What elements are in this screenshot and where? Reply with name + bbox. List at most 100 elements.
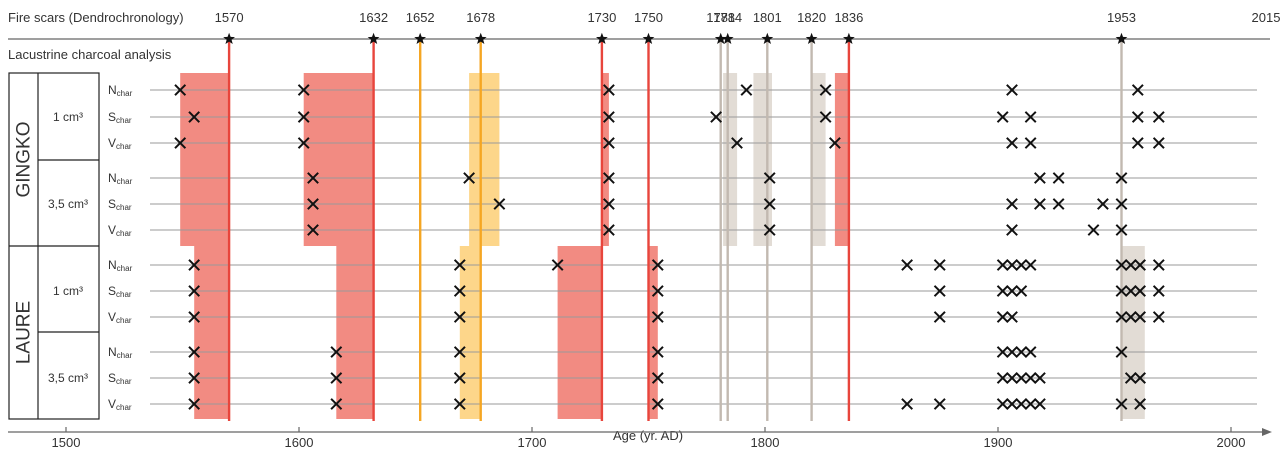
x-tick-label-1500: 1500 xyxy=(52,435,81,450)
shaded-periods xyxy=(180,73,1145,419)
row-label-gingko-1-2: Vchar xyxy=(108,223,132,238)
charcoal-peak-gingko-0-0-1960 xyxy=(1131,84,1144,96)
charcoal-peak-laure-0-1-1906 xyxy=(1006,285,1018,297)
row-label-subscript: char xyxy=(117,351,133,360)
row-label-gingko-1-0: Nchar xyxy=(108,171,133,186)
lake-name-gingko: GINGKO xyxy=(14,121,35,197)
charcoal-peak-laure-1-1-1918 xyxy=(1033,372,1046,384)
charcoal-peak-gingko-0-1-1602 xyxy=(297,111,310,123)
row-label-laure-0-1: Schar xyxy=(108,284,132,299)
charcoal-peak-laure-1-2-1961 xyxy=(1134,398,1147,410)
charcoal-peaks xyxy=(174,84,1165,410)
charcoal-peak-laure-1-0-1669 xyxy=(453,346,466,358)
charcoal-peak-laure-1-1-1906 xyxy=(1006,372,1018,384)
charcoal-peak-laure-0-1-1961 xyxy=(1134,285,1147,297)
x-tick-label-1600: 1600 xyxy=(285,435,314,450)
charcoal-peak-gingko-0-1-1779 xyxy=(710,111,723,123)
row-label-variable: S xyxy=(108,371,116,385)
charcoal-peak-gingko-0-0-1826 xyxy=(819,84,832,96)
charcoal-peak-laure-1-1-1902 xyxy=(996,372,1009,384)
row-label-subscript: char xyxy=(116,377,132,386)
fire-scar-star-1781 xyxy=(714,32,727,45)
row-label-variable: V xyxy=(108,136,116,150)
fire-scar-star-1750 xyxy=(642,32,655,45)
charcoal-peak-gingko-1-1-1686 xyxy=(493,198,506,210)
shaded-period-gingko-6 xyxy=(811,73,826,246)
row-label-variable: S xyxy=(108,197,116,211)
fire-scar-star-1570 xyxy=(223,32,235,45)
charcoal-peak-laure-0-1-1875 xyxy=(933,285,946,297)
fire-scar-year-1750: 1750 xyxy=(634,10,663,25)
charcoal-peak-laure-0-1-1969 xyxy=(1152,285,1165,297)
row-label-variable: N xyxy=(108,171,117,185)
charcoal-peak-gingko-1-2-1941 xyxy=(1087,224,1100,236)
charcoal-peak-laure-0-2-1555 xyxy=(188,311,201,323)
charcoal-peak-gingko-1-1-1906 xyxy=(1006,198,1018,210)
row-label-variable: N xyxy=(108,258,117,272)
shaded-period-laure-11 xyxy=(557,246,602,419)
shaded-period-gingko-5 xyxy=(753,73,772,246)
row-label-laure-1-1: Schar xyxy=(108,371,132,386)
charcoal-peak-laure-1-2-1914 xyxy=(1024,398,1037,410)
charcoal-peak-laure-1-0-1616 xyxy=(330,346,343,358)
fire-scar-star-1784 xyxy=(721,32,734,45)
row-label-variable: S xyxy=(108,284,116,298)
charcoal-peak-laure-1-1-1754 xyxy=(651,372,664,384)
charcoal-peak-laure-0-0-1969 xyxy=(1152,259,1165,271)
charcoal-peak-laure-1-0-1754 xyxy=(651,346,664,358)
charcoal-peak-laure-0-0-1711 xyxy=(551,259,564,271)
shaded-period-gingko-2 xyxy=(469,73,500,246)
charcoal-peak-laure-0-2-1953 xyxy=(1115,311,1128,323)
row-label-subscript: char xyxy=(116,316,132,325)
row-label-subscript: char xyxy=(116,403,132,412)
charcoal-peak-gingko-1-2-1733 xyxy=(602,224,615,236)
fire-event-lines xyxy=(227,39,1123,421)
row-label-gingko-0-2: Vchar xyxy=(108,136,132,151)
charcoal-peak-gingko-1-1-1926 xyxy=(1052,198,1065,210)
charcoal-peak-laure-1-2-1861 xyxy=(901,398,914,410)
row-label-subscript: char xyxy=(116,290,132,299)
shaded-period-laure-10 xyxy=(459,246,481,419)
charcoal-peak-laure-0-2-1969 xyxy=(1152,311,1165,323)
fire-scar-year-1820: 1820 xyxy=(797,10,826,25)
fire-scar-year-1953: 1953 xyxy=(1107,10,1136,25)
shaded-period-laure-12 xyxy=(648,246,658,419)
charcoal-peak-gingko-1-0-1733 xyxy=(602,172,615,184)
charcoal-peak-gingko-1-2-1906 xyxy=(1006,224,1018,236)
volume-label-gingko-0: 1 cm³ xyxy=(53,110,83,124)
charcoal-peak-gingko-0-1-1826 xyxy=(819,111,832,123)
charcoal-peak-laure-0-1-1910 xyxy=(1015,285,1028,297)
row-label-variable: V xyxy=(108,310,116,324)
charcoal-peak-laure-0-0-1961 xyxy=(1134,259,1147,271)
charcoal-peak-gingko-0-1-1902 xyxy=(996,111,1009,123)
charcoal-peak-gingko-1-1-1918 xyxy=(1033,198,1046,210)
charcoal-peak-laure-0-2-1875 xyxy=(933,311,946,323)
charcoal-peak-laure-1-0-1910 xyxy=(1015,346,1028,358)
lake-name-laure: LAURE xyxy=(14,301,35,364)
charcoal-peak-laure-1-2-1953 xyxy=(1115,398,1128,410)
charcoal-peak-laure-1-2-1669 xyxy=(453,398,466,410)
charcoal-peak-laure-1-2-1910 xyxy=(1015,398,1028,410)
charcoal-peak-laure-1-0-1953 xyxy=(1115,346,1128,358)
charcoal-peak-laure-0-1-1957 xyxy=(1124,285,1137,297)
charcoal-peak-laure-0-0-1861 xyxy=(901,259,914,271)
charcoal-peak-gingko-0-0-1906 xyxy=(1006,84,1018,96)
fire-scar-star-1836 xyxy=(842,32,855,45)
charcoal-peak-laure-0-0-1902 xyxy=(996,259,1009,271)
row-label-subscript: char xyxy=(116,142,132,151)
charcoal-peak-laure-0-2-1902 xyxy=(996,311,1009,323)
row-label-subscript: char xyxy=(117,89,133,98)
charcoal-peak-laure-0-0-1953 xyxy=(1115,259,1128,271)
charcoal-peak-laure-1-0-1555 xyxy=(188,346,201,358)
charcoal-peak-gingko-0-1-1960 xyxy=(1131,111,1144,123)
fire-scar-star-1678 xyxy=(474,32,487,45)
charcoal-peak-laure-1-1-1957 xyxy=(1124,372,1137,384)
row-label-variable: V xyxy=(108,223,116,237)
x-axis-arrow xyxy=(1262,428,1272,436)
volume-label-laure-0: 1 cm³ xyxy=(53,284,83,298)
fire-scar-star-1820 xyxy=(805,32,818,45)
charcoal-peak-laure-1-2-1754 xyxy=(651,398,664,410)
charcoal-peak-laure-0-2-1957 xyxy=(1124,311,1137,323)
charcoal-peak-gingko-0-1-1914 xyxy=(1024,111,1037,123)
shaded-period-laure-13 xyxy=(1121,246,1145,419)
